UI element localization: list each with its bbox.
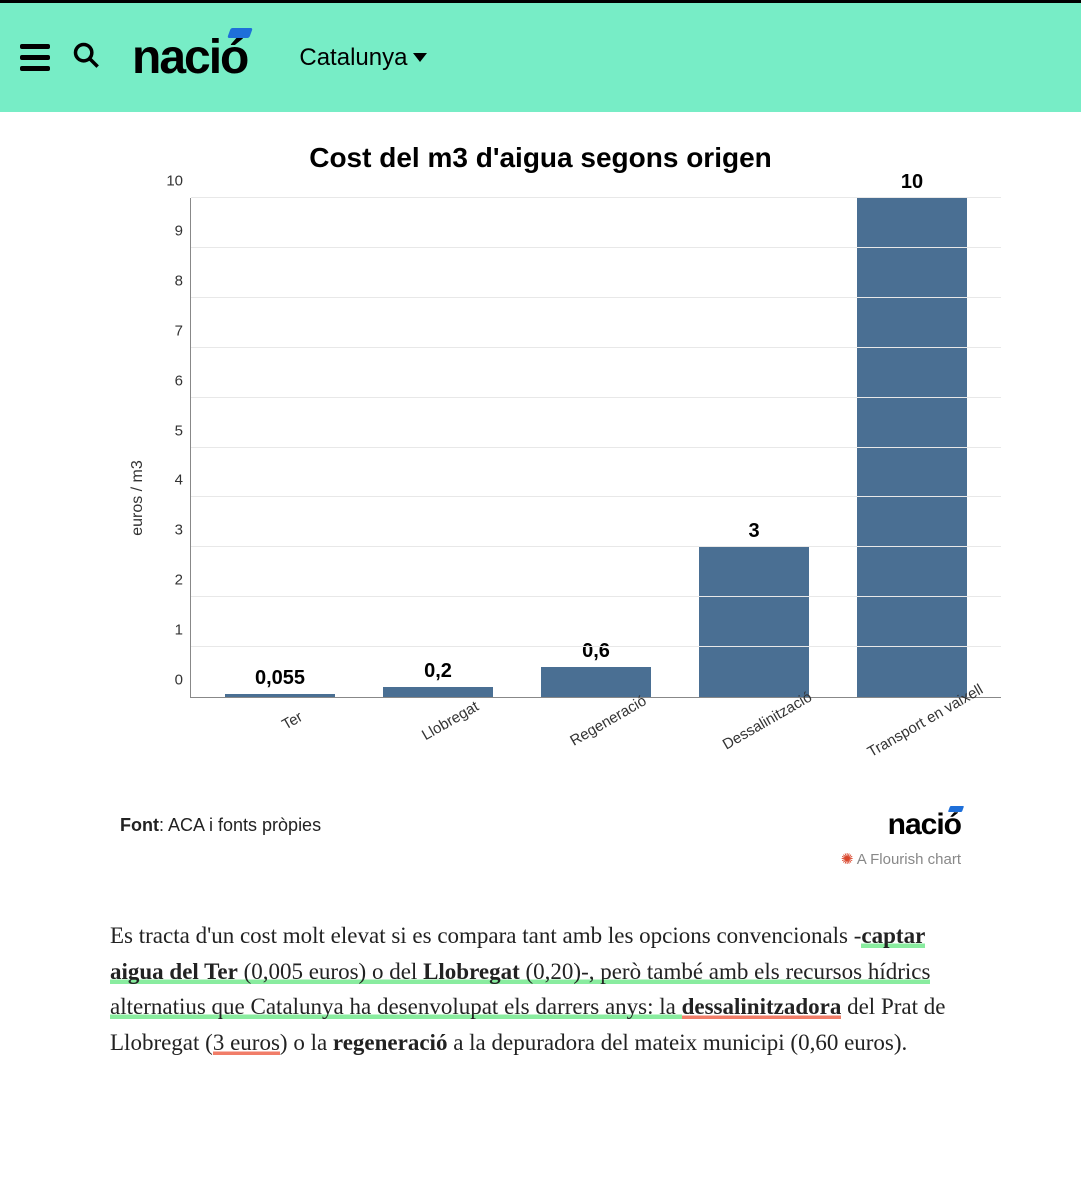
chart-plot: 0,0550,20,6310 012345678910 xyxy=(190,198,1001,698)
y-tick: 8 xyxy=(151,272,183,289)
bar-value-label: 0,2 xyxy=(424,660,452,683)
chart-container: Cost del m3 d'aigua segons origen euros … xyxy=(0,112,1081,878)
y-tick: 4 xyxy=(151,472,183,489)
y-tick: 2 xyxy=(151,572,183,589)
article-paragraph: Es tracta d'un cost molt elevat si es co… xyxy=(110,918,971,1061)
y-tick: 1 xyxy=(151,622,183,639)
article-text: a la depuradora del mateix municipi (0,6… xyxy=(447,1030,907,1055)
top-nav: nació Catalunya xyxy=(0,0,1081,112)
brand-logo[interactable]: nació xyxy=(132,34,247,82)
y-tick: 7 xyxy=(151,322,183,339)
y-tick: 6 xyxy=(151,372,183,389)
article-text: ) o la xyxy=(280,1030,333,1055)
article-highlight-llobregat: Llobregat xyxy=(423,959,520,984)
menu-icon[interactable] xyxy=(20,44,50,71)
article-highlight-3euros: 3 euros xyxy=(213,1030,280,1055)
y-tick: 9 xyxy=(151,222,183,239)
chart-brand-logo: nació xyxy=(888,808,961,842)
y-tick: 3 xyxy=(151,522,183,539)
bar-slot: 10 xyxy=(833,171,991,697)
chart-plot-wrap: euros / m3 0,0550,20,6310 012345678910 T… xyxy=(150,198,1001,798)
brand-text: nació xyxy=(132,31,247,84)
chevron-down-icon xyxy=(413,53,427,62)
flourish-credit[interactable]: ✺ A Flourish chart xyxy=(80,842,1001,868)
y-tick: 0 xyxy=(151,672,183,689)
article-text: (0,005 euros) o del xyxy=(238,959,423,984)
source-value: : ACA i fonts pròpies xyxy=(159,815,321,835)
chart-title: Cost del m3 d'aigua segons origen xyxy=(80,142,1001,174)
source-label: Font xyxy=(120,815,159,835)
y-tick: 10 xyxy=(151,173,183,190)
brand-accent xyxy=(228,28,254,38)
mini-brand-accent xyxy=(948,806,964,812)
region-label: Catalunya xyxy=(299,44,407,72)
chart-source: Font: ACA i fonts pròpies xyxy=(120,815,321,836)
mini-brand-text: nació xyxy=(888,808,961,841)
flourish-icon: ✺ xyxy=(841,851,854,868)
x-axis-labels: TerLlobregatRegeneracióDessalinitzacióTr… xyxy=(190,698,1001,798)
y-axis-label: euros / m3 xyxy=(129,460,147,536)
bar-value-label: 10 xyxy=(901,171,923,194)
bar xyxy=(857,198,968,697)
article-text: Es tracta d'un cost molt elevat si es co… xyxy=(110,923,861,948)
bar-value-label: 3 xyxy=(748,520,759,543)
y-tick: 5 xyxy=(151,422,183,439)
region-dropdown[interactable]: Catalunya xyxy=(299,44,427,72)
flourish-text: A Flourish chart xyxy=(857,851,961,868)
search-icon[interactable] xyxy=(72,41,100,74)
article-highlight-regeneracio: regeneració xyxy=(333,1030,448,1055)
chart-bars: 0,0550,20,6310 xyxy=(191,198,1001,697)
bar-value-label: 0,6 xyxy=(582,640,610,663)
article-highlight-dessalinitzadora: dessalinitzadora xyxy=(682,994,842,1019)
chart-source-row: Font: ACA i fonts pròpies nació xyxy=(80,808,1001,842)
article-body: Es tracta d'un cost molt elevat si es co… xyxy=(0,878,1081,1101)
